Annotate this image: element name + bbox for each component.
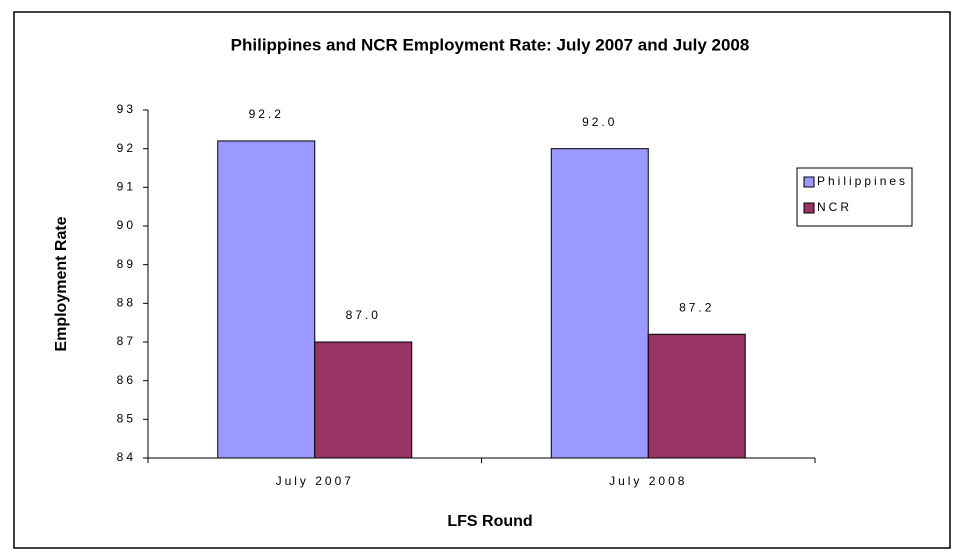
y-tick-label: 86 — [117, 373, 136, 387]
value-label: 87.0 — [346, 308, 381, 322]
y-tick-label: 85 — [117, 412, 136, 426]
bar — [314, 341, 413, 459]
legend-label: Philippines — [817, 174, 908, 188]
y-axis-label: Employment Rate — [53, 216, 70, 351]
legend-swatch — [803, 176, 815, 188]
x-tick-label: July 2007 — [276, 474, 354, 488]
y-tick-label: 88 — [117, 296, 136, 310]
y-tick-label: 87 — [117, 334, 136, 348]
legend-swatch — [803, 202, 815, 214]
bar — [550, 148, 649, 459]
y-tick-label: 90 — [117, 218, 136, 232]
y-tick-label: 89 — [117, 257, 136, 271]
y-tick-label: 91 — [117, 180, 136, 194]
value-label: 92.2 — [249, 107, 284, 121]
chart-title: Philippines and NCR Employment Rate: Jul… — [231, 35, 750, 54]
value-label: 92.0 — [582, 115, 617, 129]
legend-box — [796, 167, 913, 227]
bar — [217, 140, 316, 459]
chart-border — [13, 11, 951, 549]
x-tick-label: July 2008 — [609, 474, 687, 488]
y-tick-label: 92 — [117, 141, 136, 155]
legend-label: NCR — [817, 200, 852, 214]
x-axis-label: LFS Round — [447, 513, 532, 530]
y-tick-label: 84 — [117, 450, 136, 464]
value-label: 87.2 — [679, 300, 714, 314]
bar — [647, 333, 746, 459]
y-tick-label: 93 — [117, 102, 136, 116]
